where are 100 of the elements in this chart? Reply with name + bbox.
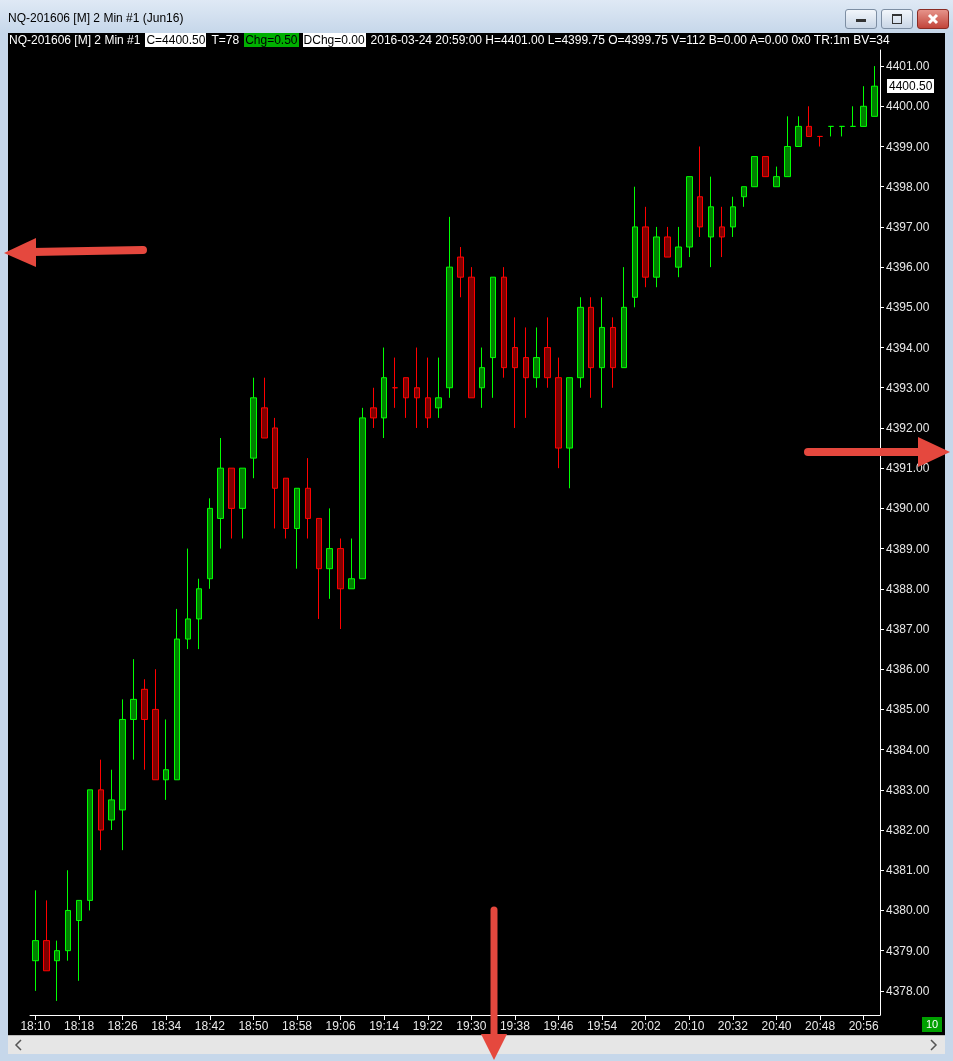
candlestick bbox=[185, 548, 191, 650]
x-tick-label: 19:14 bbox=[369, 1019, 400, 1033]
y-tick-label: 4384.00 bbox=[886, 742, 930, 757]
candlestick bbox=[577, 296, 584, 389]
candlestick bbox=[479, 347, 485, 409]
y-tick-label: 4396.00 bbox=[886, 260, 930, 275]
candlestick bbox=[653, 226, 660, 288]
candlestick bbox=[207, 497, 213, 590]
candlestick bbox=[457, 246, 464, 298]
candlestick bbox=[326, 507, 333, 600]
y-tick-label: 4386.00 bbox=[886, 662, 930, 677]
candlestick bbox=[163, 718, 169, 801]
candlestick bbox=[850, 105, 856, 127]
candlestick bbox=[544, 316, 551, 389]
x-tick-label: 18:58 bbox=[281, 1019, 313, 1033]
x-tick-label: 18:18 bbox=[64, 1019, 95, 1033]
x-tick-label: 18:42 bbox=[194, 1019, 226, 1033]
candlestick bbox=[250, 377, 257, 479]
candlestick bbox=[87, 789, 93, 911]
candlestick bbox=[283, 477, 289, 540]
candlestick bbox=[817, 135, 823, 147]
candlestick bbox=[337, 538, 344, 630]
y-tick-label: 4380.00 bbox=[886, 903, 930, 918]
candlestick bbox=[773, 166, 780, 188]
candlestick bbox=[730, 196, 736, 238]
candlestick bbox=[294, 487, 300, 570]
candlestick bbox=[108, 769, 115, 831]
y-tick-label: 4387.00 bbox=[886, 622, 930, 636]
candlestick bbox=[119, 698, 126, 851]
y-tick-label: 4392.00 bbox=[886, 420, 930, 435]
candlestick bbox=[675, 226, 682, 278]
candlestick bbox=[468, 266, 475, 399]
candlestick bbox=[512, 316, 518, 429]
candlestick bbox=[664, 226, 671, 258]
y-tick-label: 4382.00 bbox=[886, 823, 930, 838]
y-tick-label: 4399.00 bbox=[886, 139, 930, 154]
candlestick bbox=[305, 457, 311, 540]
y-tick-label: 4395.00 bbox=[886, 300, 930, 315]
candlestick bbox=[533, 326, 540, 389]
x-tick-label: 19:46 bbox=[543, 1019, 574, 1033]
candlestick bbox=[76, 899, 82, 982]
x-tick-label: 19:30 bbox=[456, 1019, 487, 1033]
text: Chg=0.50 bbox=[244, 33, 299, 47]
chart-title: NQ-201606 [M] 2 Min #1 (Jun16) bbox=[8, 11, 184, 25]
candlestick bbox=[860, 85, 867, 127]
candlestick bbox=[621, 266, 627, 369]
candlestick bbox=[54, 940, 60, 1002]
candlestick bbox=[261, 377, 268, 439]
x-tick-label: 19:38 bbox=[499, 1019, 531, 1033]
candlestick bbox=[784, 115, 791, 178]
candlestick bbox=[348, 538, 355, 590]
y-tick-label: 4389.00 bbox=[886, 541, 930, 556]
y-tick-label: 4394.00 bbox=[886, 340, 930, 355]
candlestick bbox=[196, 578, 202, 650]
y-tick-label: 4390.00 bbox=[886, 501, 930, 516]
x-tick-label: 20:10 bbox=[674, 1019, 705, 1033]
candlestick bbox=[588, 296, 594, 399]
candlestick bbox=[501, 266, 507, 379]
y-tick-label: 4401.00 bbox=[886, 59, 930, 74]
candlestick bbox=[414, 347, 420, 429]
y-tick-label: 4393.00 bbox=[886, 380, 930, 395]
text: DChg=0.00 bbox=[302, 33, 366, 47]
x-tick-label: 20:02 bbox=[630, 1019, 662, 1033]
x-tick-label: 19:06 bbox=[325, 1019, 356, 1033]
text: T=78 bbox=[210, 33, 241, 47]
y-tick-label: 4379.00 bbox=[886, 943, 930, 958]
candlestick bbox=[272, 417, 278, 529]
y-tick-label: 4400.00 bbox=[886, 99, 930, 114]
x-tick-label: 18:50 bbox=[238, 1019, 269, 1033]
x-tick-label: 18:34 bbox=[151, 1019, 182, 1033]
y-tick-label: 4388.00 bbox=[886, 581, 930, 596]
candlestick bbox=[370, 387, 377, 429]
candlestick bbox=[98, 759, 104, 851]
candlestick bbox=[871, 65, 878, 117]
x-tick-label: 18:26 bbox=[107, 1019, 138, 1033]
candlestick bbox=[65, 869, 71, 962]
candlestick bbox=[152, 668, 159, 781]
y-tick-label: 4391.00 bbox=[886, 461, 930, 476]
candlestick bbox=[828, 125, 834, 137]
candlestick bbox=[741, 186, 747, 208]
candlestick bbox=[446, 216, 453, 399]
x-tick-label: 19:54 bbox=[587, 1019, 618, 1033]
x-tick-label: 19:22 bbox=[412, 1019, 444, 1033]
candlestick bbox=[141, 678, 148, 771]
candlestick bbox=[806, 105, 812, 137]
x-tick-label: 20:40 bbox=[761, 1019, 792, 1033]
text: 10 bbox=[922, 1017, 942, 1032]
y-tick-label: 4383.00 bbox=[886, 782, 930, 797]
candlestick bbox=[719, 206, 725, 258]
candlestick bbox=[632, 186, 638, 308]
candlestick bbox=[130, 658, 137, 761]
x-tick-label: 20:32 bbox=[717, 1019, 749, 1033]
y-tick-label: 4385.00 bbox=[886, 702, 930, 717]
x-tick-label: 20:48 bbox=[805, 1019, 836, 1033]
candlestick bbox=[708, 176, 714, 268]
candlestick bbox=[566, 377, 573, 489]
candlestick bbox=[523, 326, 529, 419]
candlestick bbox=[425, 357, 431, 429]
y-tick-label: 4378.00 bbox=[886, 983, 930, 998]
candlestick bbox=[228, 467, 235, 540]
